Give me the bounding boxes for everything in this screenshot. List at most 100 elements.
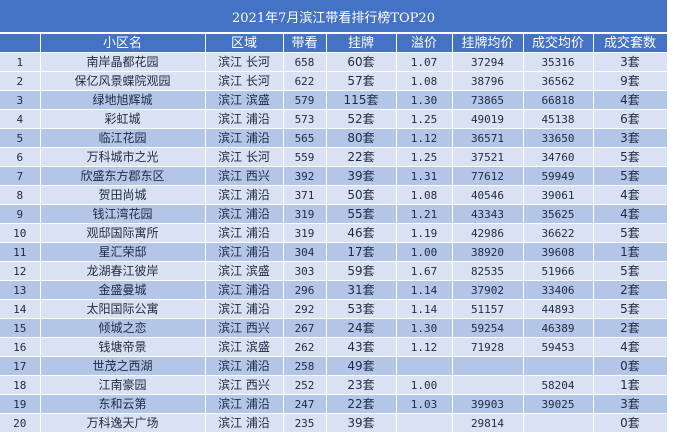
table-row: 7 欣盛东方郡东区 滨江 西兴 392 39套 1.31 77612 59949 5套 [0,166,668,186]
table-row: 17 世茂之西湖 滨江 浦沿 258 49套 0套 [0,356,668,376]
cell-deal-price: 35316 [523,52,594,72]
cell-name: 观邸国际寓所 [40,223,206,243]
cell-deal-count: 3套 [593,394,668,414]
cell-viewings: 292 [283,299,327,319]
cell-list-price [452,375,524,395]
table-row: 11 星汇荣邸 滨江 浦沿 304 17套 1.00 38920 39608 1套 [0,242,668,262]
cell-list-price: 49019 [452,109,524,129]
table-row: 19 东和云第 滨江 浦沿 247 22套 1.03 39903 39025 3套 [0,394,668,414]
col-header-area: 区域 [205,34,284,53]
cell-name: 钱塘帝景 [40,337,206,357]
cell-deal-count: 5套 [593,299,668,319]
cell-deal-price: 39025 [523,394,594,414]
cell-listings: 39套 [326,166,397,186]
cell-area: 滨江 浦沿 [205,223,284,243]
cell-name: 金盛曼城 [40,280,206,300]
cell-viewings: 258 [283,356,327,376]
cell-viewings: 296 [283,280,327,300]
cell-rank: 9 [0,204,41,224]
cell-premium: 1.25 [396,109,453,129]
cell-deal-count: 9套 [593,71,668,91]
cell-list-price: 39903 [452,394,524,414]
cell-list-price: 77612 [452,166,524,186]
cell-premium: 1.03 [396,394,453,414]
cell-list-price: 51157 [452,299,524,319]
cell-name: 欣盛东方郡东区 [40,166,206,186]
table-title: 2021年7月滨江带看排行榜TOP20 [0,0,667,32]
table-row: 18 江南豪园 滨江 西兴 252 23套 1.00 58204 1套 [0,375,668,395]
cell-area: 滨江 浦沿 [205,280,284,300]
col-header-listings: 挂牌 [326,34,397,53]
cell-listings: 50套 [326,185,397,205]
table-row: 13 金盛曼城 滨江 浦沿 296 31套 1.14 37902 33406 2套 [0,280,668,300]
cell-name: 保亿风景蝶院观园 [40,71,206,91]
cell-deal-count: 0套 [593,356,668,376]
cell-list-price: 42986 [452,223,524,243]
table-row: 5 临江花园 滨江 浦沿 565 80套 1.12 36571 33650 3套 [0,128,668,148]
cell-premium [396,413,453,433]
cell-listings: 80套 [326,128,397,148]
cell-deal-price [523,413,594,433]
col-header-viewings: 带看 [283,34,327,53]
cell-listings: 22套 [326,147,397,167]
cell-listings: 60套 [326,52,397,72]
cell-rank: 19 [0,394,41,414]
cell-area: 滨江 浦沿 [205,185,284,205]
cell-deal-price: 45138 [523,109,594,129]
cell-list-price: 37521 [452,147,524,167]
cell-listings: 57套 [326,71,397,91]
cell-premium: 1.19 [396,223,453,243]
cell-deal-price: 59453 [523,337,594,357]
cell-list-price: 29814 [452,413,524,433]
cell-rank: 8 [0,185,41,205]
col-header-name: 小区名 [40,34,206,53]
cell-list-price: 40546 [452,185,524,205]
cell-rank: 4 [0,109,41,129]
cell-area: 滨江 长河 [205,71,284,91]
cell-deal-count: 5套 [593,147,668,167]
cell-listings: 23套 [326,375,397,395]
cell-viewings: 252 [283,375,327,395]
cell-name: 江南豪园 [40,375,206,395]
table-row: 3 绿地旭辉城 滨江 滨盛 579 115套 1.30 73865 66818 4套 [0,90,668,110]
cell-deal-price: 51966 [523,261,594,281]
cell-list-price: 82535 [452,261,524,281]
cell-list-price: 38796 [452,71,524,91]
table-row: 1 南岸晶都花园 滨江 长河 658 60套 1.07 37294 35316 3套 [0,52,668,72]
cell-listings: 17套 [326,242,397,262]
table-row: 8 贺田尚城 滨江 浦沿 371 50套 1.08 40546 39061 4套 [0,185,668,205]
cell-premium: 1.07 [396,52,453,72]
cell-deal-price: 44893 [523,299,594,319]
cell-viewings: 573 [283,109,327,129]
cell-listings: 31套 [326,280,397,300]
cell-listings: 22套 [326,394,397,414]
cell-area: 滨江 浦沿 [205,128,284,148]
cell-premium: 1.30 [396,90,453,110]
cell-list-price: 71928 [452,337,524,357]
cell-list-price: 37902 [452,280,524,300]
cell-area: 滨江 西兴 [205,318,284,338]
cell-premium: 1.67 [396,261,453,281]
cell-listings: 43套 [326,337,397,357]
cell-viewings: 392 [283,166,327,186]
cell-viewings: 304 [283,242,327,262]
cell-listings: 53套 [326,299,397,319]
col-header-deal-count: 成交套数 [593,34,668,53]
cell-name: 世茂之西湖 [40,356,206,376]
cell-rank: 5 [0,128,41,148]
cell-area: 滨江 浦沿 [205,109,284,129]
cell-listings: 24套 [326,318,397,338]
cell-deal-count: 1套 [593,375,668,395]
cell-rank: 14 [0,299,41,319]
cell-area: 滨江 浦沿 [205,242,284,262]
cell-viewings: 622 [283,71,327,91]
cell-rank: 13 [0,280,41,300]
cell-deal-count: 6套 [593,109,668,129]
cell-deal-price: 58204 [523,375,594,395]
cell-premium: 1.00 [396,242,453,262]
cell-premium: 1.30 [396,318,453,338]
cell-rank: 2 [0,71,41,91]
cell-deal-count: 3套 [593,128,668,148]
cell-deal-count: 2套 [593,280,668,300]
cell-premium: 1.21 [396,204,453,224]
